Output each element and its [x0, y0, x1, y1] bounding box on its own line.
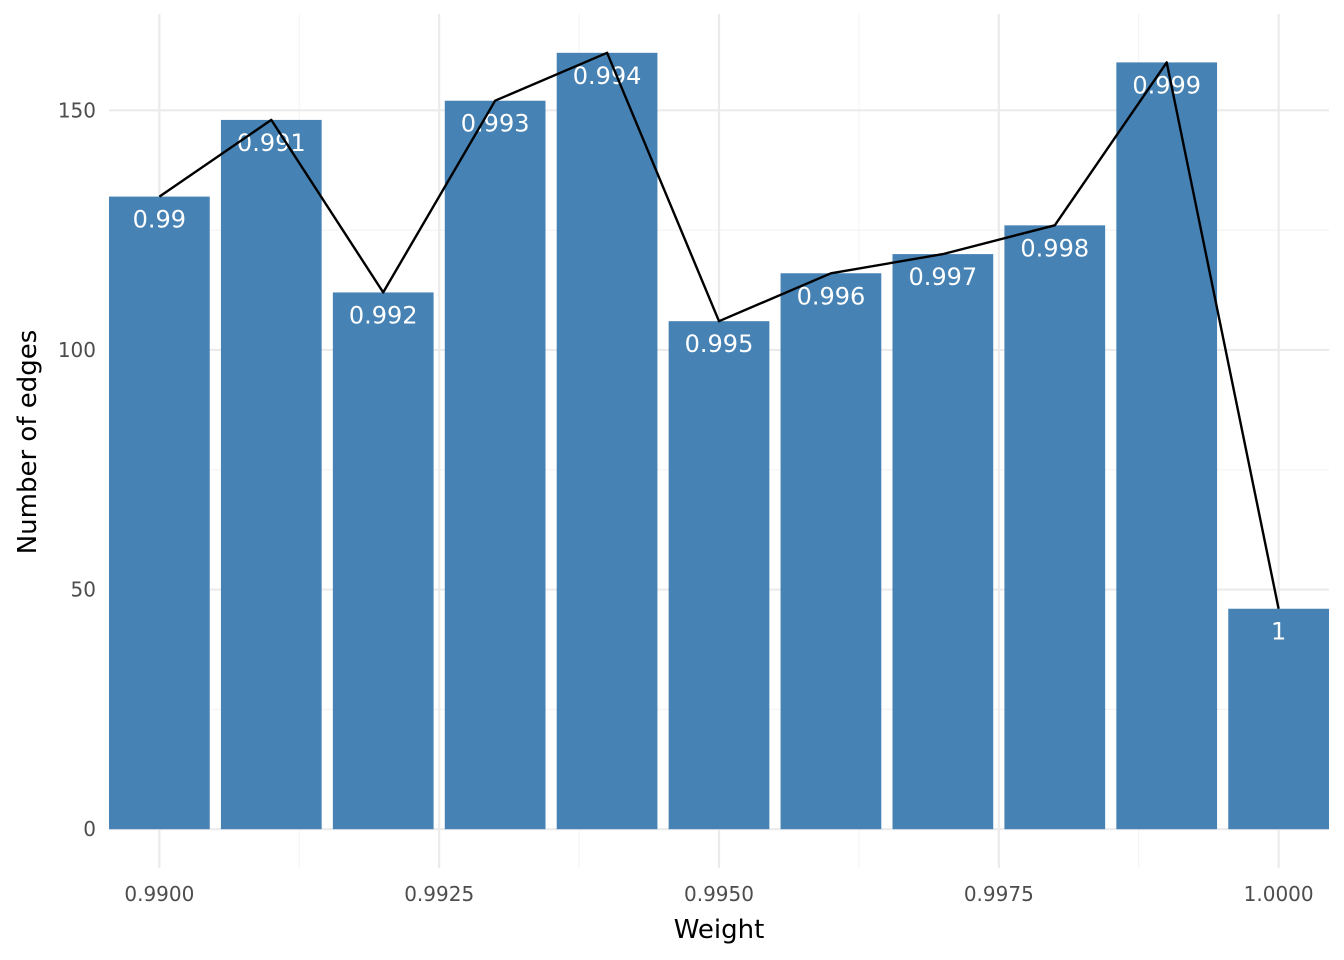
bar [109, 196, 210, 830]
bar-label: 0.998 [1020, 234, 1089, 262]
y-tick-label: 150 [58, 98, 96, 122]
x-tick-label: 0.9975 [964, 882, 1034, 906]
bar-label: 0.99 [133, 206, 186, 234]
bar-label: 0.994 [573, 62, 642, 90]
bar-label: 0.995 [685, 330, 754, 358]
y-axis-title: Number of edges [13, 330, 43, 555]
bar [556, 52, 658, 830]
bar [1228, 608, 1329, 830]
y-axis-ticks: 0 50 100 150 [58, 98, 96, 841]
bar [1116, 62, 1218, 830]
x-tick-label: 0.9950 [684, 882, 754, 906]
x-tick-label: 0.9900 [124, 882, 194, 906]
bar-label: 0.999 [1132, 71, 1201, 99]
bar-label: 0.997 [908, 263, 977, 291]
x-tick-label: 0.9925 [404, 882, 474, 906]
bar [332, 292, 434, 830]
bars [109, 52, 1329, 830]
y-tick-label: 100 [58, 338, 96, 362]
y-tick-label: 50 [71, 578, 96, 602]
bar [780, 273, 882, 830]
bar [1004, 225, 1106, 830]
bar [444, 100, 546, 830]
bar-label: 0.996 [797, 282, 866, 310]
bar-label: 0.993 [461, 110, 530, 138]
bar-label: 1 [1271, 618, 1286, 646]
series-line [158, 51, 1280, 609]
bar [220, 119, 322, 830]
y-tick-label: 0 [83, 817, 96, 841]
x-axis-ticks: 0.9900 0.9925 0.9950 0.9975 1.0000 [124, 882, 1313, 906]
x-tick-label: 1.0000 [1244, 882, 1314, 906]
bar [668, 321, 770, 830]
bar-label: 0.991 [237, 129, 306, 157]
bar-label: 0.992 [349, 301, 418, 329]
x-axis-title: Weight [674, 915, 765, 945]
line-overlay [158, 51, 1280, 609]
bar [892, 254, 994, 830]
